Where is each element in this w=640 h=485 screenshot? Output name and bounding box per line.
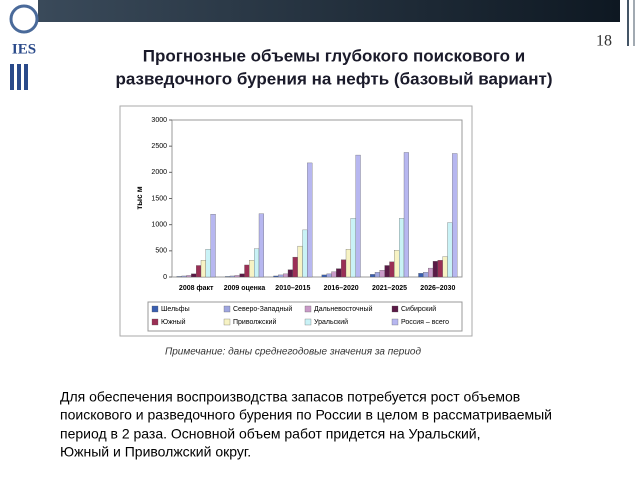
bar — [297, 245, 303, 278]
logo-bar — [10, 64, 14, 90]
bar — [447, 222, 453, 278]
bar — [432, 261, 438, 278]
bar — [374, 272, 380, 278]
y-tick-label: 500 — [155, 248, 167, 255]
bar — [181, 275, 187, 278]
body-line: Для обеспечения воспроизводства запасов … — [60, 389, 520, 405]
bar — [258, 213, 264, 278]
bar — [196, 265, 202, 278]
bar — [326, 273, 332, 278]
bar — [341, 259, 347, 278]
legend-label: Южный — [161, 318, 186, 326]
x-tick-label: 2016–2020 — [324, 285, 359, 292]
bar — [442, 256, 448, 278]
bar — [200, 260, 206, 278]
bar — [389, 261, 395, 278]
bar — [399, 218, 405, 278]
bar — [186, 275, 192, 278]
note: Примечание: даны среднегодовые значения … — [165, 347, 421, 358]
bar — [244, 264, 250, 278]
bar — [229, 275, 235, 278]
legend-swatch — [151, 318, 159, 326]
logo-bar — [17, 64, 21, 90]
bar — [287, 269, 293, 278]
y-tick-label: 0 — [163, 274, 167, 281]
bar — [292, 256, 298, 278]
body-line: период в 2 раза. Основной объем работ пр… — [60, 426, 481, 442]
bar — [205, 249, 211, 278]
bar — [423, 272, 429, 278]
legend-label: Шельфы — [161, 306, 190, 313]
y-axis-label: тыс м — [135, 186, 144, 209]
legend-label: Уральский — [314, 318, 348, 326]
legend-label: Дальневосточный — [314, 305, 373, 313]
legend-label: Приволжский — [233, 318, 276, 326]
legend-label: Россия – всего — [401, 319, 449, 326]
x-tick-label: 2010–2015 — [275, 285, 310, 292]
x-tick-label: 2008 факт — [179, 285, 214, 292]
bar — [321, 274, 327, 278]
bar — [350, 218, 356, 278]
bar — [254, 248, 260, 278]
legend-label: Северо-Западный — [233, 305, 292, 313]
top-bar — [38, 0, 620, 22]
legend-swatch — [151, 305, 159, 313]
bar — [403, 152, 409, 278]
legend-label: Сибирский — [401, 305, 436, 313]
bar — [428, 267, 434, 278]
bar — [418, 273, 424, 278]
body-line: поискового и разведочного бурения по Рос… — [60, 407, 552, 423]
bar — [273, 275, 279, 278]
bar — [191, 273, 197, 278]
page-number: 18 — [596, 33, 612, 50]
y-tick-label: 1500 — [151, 195, 167, 202]
bar — [307, 162, 313, 278]
bar — [437, 260, 443, 278]
logo: IES — [12, 41, 36, 57]
legend-swatch — [391, 318, 399, 326]
legend-swatch — [304, 318, 312, 326]
bar — [176, 276, 182, 278]
bar — [225, 276, 231, 278]
y-tick-label: 1000 — [151, 222, 167, 229]
bar — [370, 274, 376, 278]
y-tick-label: 2000 — [151, 169, 167, 176]
body-line: Южный и Приволжский округ. — [60, 444, 251, 460]
title-line: разведочного бурения на нефть (базовый в… — [115, 69, 552, 88]
bar — [345, 249, 351, 278]
y-tick-label: 3000 — [151, 117, 167, 124]
x-tick-label: 2026–2030 — [420, 285, 455, 292]
logo-mark — [9, 4, 39, 34]
logo-bar — [24, 64, 28, 90]
bar — [234, 275, 240, 278]
bar — [336, 268, 342, 278]
legend-swatch — [304, 305, 312, 313]
bar — [239, 273, 245, 278]
bar — [355, 154, 361, 278]
bar — [302, 229, 308, 278]
plot-area — [171, 119, 463, 278]
bar — [278, 274, 284, 278]
title-line: Прогнозные объемы глубокого поискового и — [143, 46, 525, 65]
y-tick-label: 2500 — [151, 143, 167, 150]
bar — [283, 273, 289, 278]
bar — [249, 260, 255, 278]
legend-swatch — [391, 305, 399, 313]
bar — [452, 153, 458, 278]
x-tick-label: 2009 оценка — [224, 285, 266, 292]
legend-swatch — [223, 318, 231, 326]
x-tick-label: 2021–2025 — [372, 285, 407, 292]
bar — [394, 250, 400, 278]
legend-swatch — [223, 305, 231, 313]
bar — [210, 214, 216, 278]
bar — [379, 270, 385, 278]
bar — [331, 271, 337, 278]
bar — [384, 265, 390, 278]
